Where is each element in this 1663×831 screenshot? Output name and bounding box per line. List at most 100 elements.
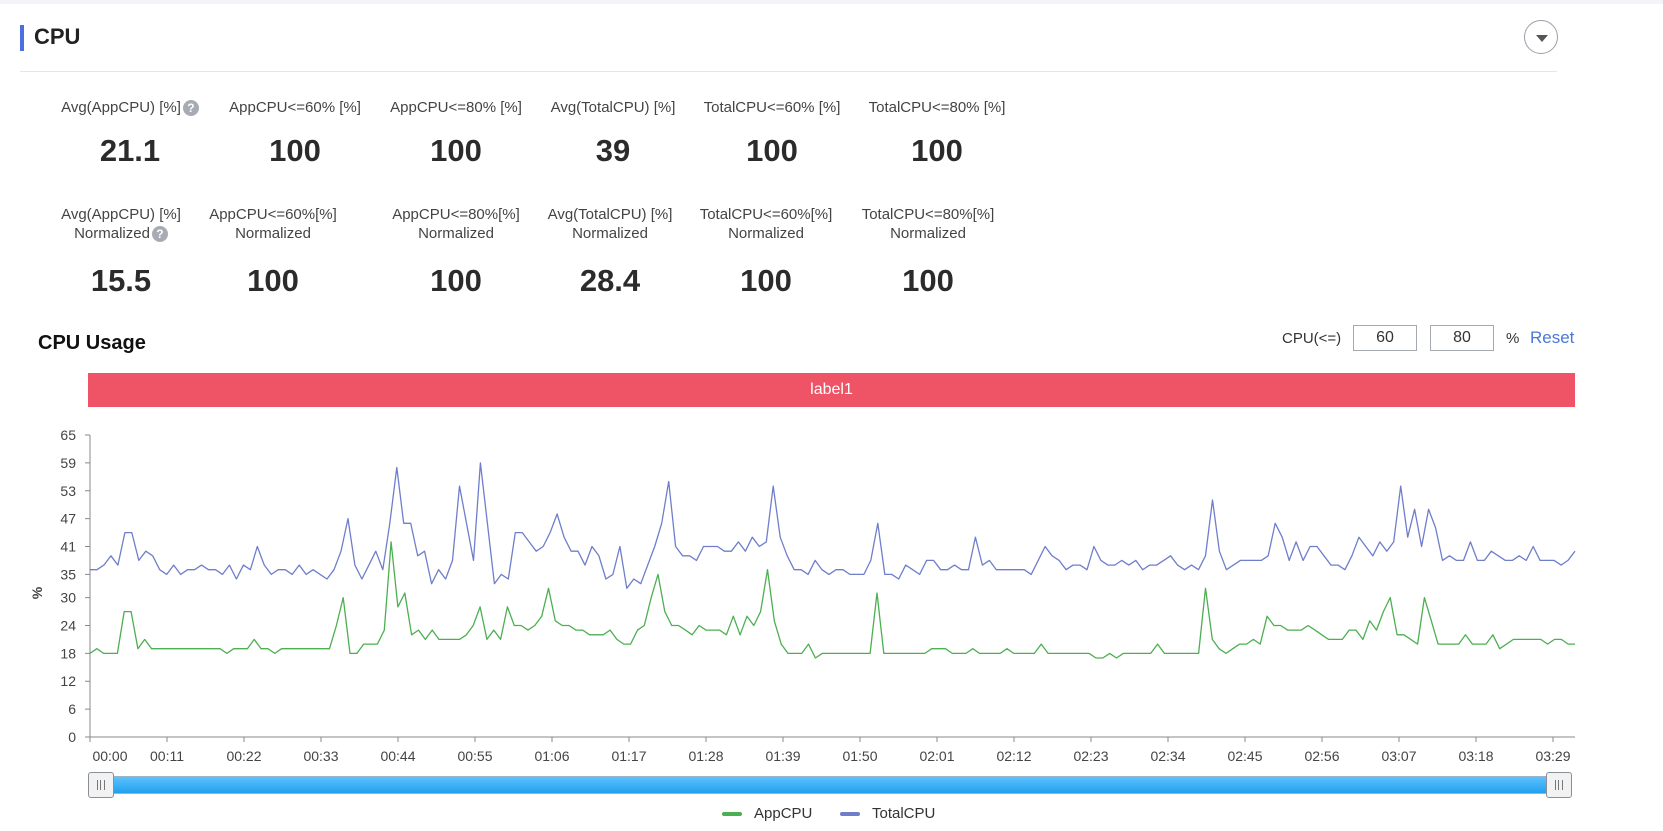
metric-label: AppCPU<=80% [%]	[390, 99, 522, 116]
chevron-down-icon	[1536, 35, 1548, 42]
grip-icon	[1555, 780, 1563, 790]
metric-value: 100	[746, 133, 798, 168]
metric-sublabel: Normalized	[572, 225, 648, 242]
zoom-slider-right-handle[interactable]	[1546, 772, 1572, 798]
metric-label: Avg(AppCPU) [%]	[61, 206, 181, 223]
y-tick-label: 53	[60, 483, 76, 499]
section-title: CPU	[34, 24, 81, 49]
y-tick-label: 41	[60, 539, 76, 555]
legend-label: TotalCPU	[872, 805, 936, 822]
metric-value: 100	[740, 263, 792, 298]
threshold-low-input[interactable]	[1353, 325, 1417, 351]
x-tick-label: 01:17	[611, 748, 646, 764]
y-axis-label: %	[29, 586, 45, 599]
metric-label: Avg(TotalCPU) [%]	[547, 206, 673, 223]
x-tick-label: 00:22	[226, 748, 261, 764]
y-tick-label: 65	[60, 427, 76, 443]
x-tick-label: 00:55	[457, 748, 492, 764]
threshold-unit: %	[1506, 330, 1520, 347]
y-tick-label: 24	[60, 617, 76, 633]
x-tick-label: 02:34	[1150, 748, 1185, 764]
x-tick-label: 01:06	[534, 748, 569, 764]
metric-appcpu-le60-normalized: AppCPU<=60%[%] Normalized 100	[193, 205, 353, 299]
metric-value: 100	[430, 263, 482, 298]
y-tick-label: 59	[60, 455, 76, 471]
x-tick-label: 02:12	[996, 748, 1031, 764]
metric-sublabel: Normalized	[235, 225, 311, 242]
metric-sublabel: Normalized	[74, 225, 150, 242]
x-tick-label: 03:18	[1458, 748, 1493, 764]
x-tick-label: 00:00	[92, 748, 127, 764]
x-tick-label: 03:07	[1381, 748, 1416, 764]
metric-label: TotalCPU<=80% [%]	[868, 99, 1006, 116]
x-tick-label: 02:23	[1073, 748, 1108, 764]
metric-value: 21.1	[99, 133, 161, 168]
x-tick-label: 00:11	[150, 748, 184, 764]
metric-label: TotalCPU<=80%[%]	[861, 206, 995, 223]
metric-label: AppCPU<=60%[%]	[209, 206, 337, 223]
grip-icon	[97, 780, 105, 790]
metric-label: TotalCPU<=60%[%]	[699, 206, 833, 223]
cpu-panel	[0, 4, 1663, 831]
metric-value: 100	[902, 263, 954, 298]
x-tick-label: 02:01	[919, 748, 954, 764]
x-tick-label: 01:50	[842, 748, 877, 764]
metric-totalcpu-le80: TotalCPU<=80% [%] 100	[857, 98, 1017, 169]
legend-item-totalcpu[interactable]: TotalCPU	[840, 805, 935, 822]
metric-sublabel: Normalized	[418, 225, 494, 242]
y-tick-label: 47	[60, 511, 76, 527]
legend-label: AppCPU	[754, 805, 813, 822]
x-tick-label: 01:28	[688, 748, 723, 764]
label-band: label1	[88, 373, 1575, 407]
metric-value: 100	[430, 133, 482, 168]
metric-appcpu-le60: AppCPU<=60% [%] 100	[215, 98, 375, 169]
help-icon[interactable]: ?	[182, 100, 199, 117]
y-tick-label: 12	[60, 673, 76, 689]
legend-item-appcpu[interactable]: AppCPU	[722, 805, 812, 822]
metric-avg-appcpu: Avg(AppCPU) [%]? 21.1	[40, 98, 220, 169]
threshold-high-input[interactable]	[1430, 325, 1494, 351]
section-header: CPU	[20, 20, 1558, 72]
help-icon[interactable]: ?	[151, 226, 168, 243]
y-tick-label: 18	[60, 645, 76, 661]
reset-link[interactable]: Reset	[1530, 328, 1575, 347]
metric-value: 28.4	[579, 263, 641, 298]
metric-sublabel: Normalized	[728, 225, 804, 242]
metric-label: AppCPU<=60% [%]	[229, 99, 361, 116]
metric-value: 100	[247, 263, 299, 298]
collapse-button[interactable]	[1524, 20, 1558, 54]
metric-value: 100	[269, 133, 321, 168]
metric-appcpu-le80: AppCPU<=80% [%] 100	[376, 98, 536, 169]
y-tick-label: 35	[60, 566, 76, 582]
series-line-totalcpu	[90, 462, 1576, 589]
zoom-slider-left-handle[interactable]	[88, 772, 114, 798]
metric-value: 100	[911, 133, 963, 168]
metric-avg-appcpu-normalized: Avg(AppCPU) [%] Normalized? 15.5	[40, 205, 202, 299]
threshold-label: CPU(<=)	[1282, 330, 1342, 347]
x-tick-label: 02:45	[1227, 748, 1262, 764]
y-tick-label: 0	[68, 729, 76, 745]
zoom-slider-track[interactable]	[92, 776, 1570, 794]
title-accent-bar	[20, 25, 24, 51]
metric-totalcpu-le60-normalized: TotalCPU<=60%[%] Normalized 100	[686, 205, 846, 299]
metric-label: TotalCPU<=60% [%]	[703, 99, 841, 116]
metric-totalcpu-le60: TotalCPU<=60% [%] 100	[692, 98, 852, 169]
metric-value: 15.5	[90, 263, 152, 298]
metric-label: AppCPU<=80%[%]	[392, 206, 520, 223]
series-line-appcpu	[89, 541, 1575, 659]
x-tick-label: 02:56	[1304, 748, 1339, 764]
x-tick-label: 00:33	[303, 748, 338, 764]
metric-appcpu-le80-normalized: AppCPU<=80%[%] Normalized 100	[376, 205, 536, 299]
legend-swatch	[722, 812, 742, 817]
metric-label: Avg(TotalCPU) [%]	[550, 99, 676, 116]
cpu-usage-title: CPU Usage	[38, 332, 146, 354]
x-tick-label: 00:44	[380, 748, 415, 764]
y-tick-label: 6	[68, 701, 76, 717]
x-tick-label: 03:29	[1535, 748, 1570, 764]
metric-sublabel: Normalized	[890, 225, 966, 242]
metric-totalcpu-le80-normalized: TotalCPU<=80%[%] Normalized 100	[848, 205, 1008, 299]
metric-label: Avg(AppCPU) [%]	[61, 99, 181, 116]
legend-swatch	[840, 812, 860, 817]
x-tick-label: 01:39	[765, 748, 800, 764]
